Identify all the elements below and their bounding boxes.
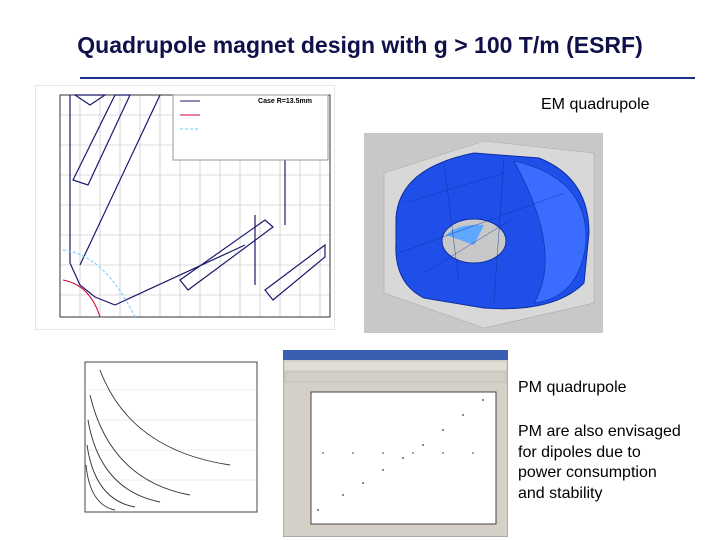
em-label: EM quadrupole [541, 96, 650, 113]
title-rule [80, 77, 695, 79]
note-line: PM are also envisaged [518, 423, 681, 440]
slide-title: Quadrupole magnet design with g > 100 T/… [77, 32, 643, 58]
em-render [364, 133, 603, 333]
legend-case: Case R=13.5mm [258, 98, 312, 105]
note-line: power consumption [518, 464, 657, 481]
pm-note: PM are also envisaged for dipoles due to… [518, 422, 681, 504]
note-line: and stability [518, 484, 603, 502]
pm-label: PM quadrupole [518, 379, 627, 396]
note-line: for dipoles due to [518, 443, 641, 461]
design-plot: Case R=13.5mm [35, 85, 335, 330]
pm-curves [60, 350, 272, 520]
figure-window [283, 350, 508, 537]
